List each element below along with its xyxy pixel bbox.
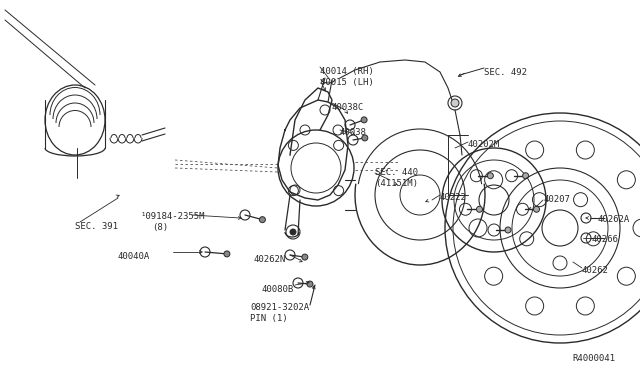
Circle shape xyxy=(302,254,308,260)
Text: SEC. 391: SEC. 391 xyxy=(75,222,118,231)
Text: 40207: 40207 xyxy=(543,195,570,204)
Text: 40266: 40266 xyxy=(591,235,618,244)
Text: 40014 (RH): 40014 (RH) xyxy=(320,67,374,76)
Text: 40015 (LH): 40015 (LH) xyxy=(320,78,374,87)
Circle shape xyxy=(451,99,459,107)
Circle shape xyxy=(290,229,296,235)
Text: R4000041: R4000041 xyxy=(572,354,615,363)
Circle shape xyxy=(523,173,529,179)
Text: PIN (1): PIN (1) xyxy=(250,314,287,323)
Text: 40262N: 40262N xyxy=(254,255,286,264)
Circle shape xyxy=(534,206,540,212)
Text: 40080B: 40080B xyxy=(261,285,293,294)
Text: ¹09184-2355M: ¹09184-2355M xyxy=(140,212,205,221)
Text: (8): (8) xyxy=(152,223,168,232)
Text: 40040A: 40040A xyxy=(118,252,150,261)
Circle shape xyxy=(307,281,313,287)
Text: SEC. 440: SEC. 440 xyxy=(375,168,418,177)
Circle shape xyxy=(259,217,266,223)
Text: SEC. 492: SEC. 492 xyxy=(484,68,527,77)
Circle shape xyxy=(224,251,230,257)
Text: 40262: 40262 xyxy=(582,266,609,275)
Circle shape xyxy=(505,227,511,233)
Text: 40038C: 40038C xyxy=(332,103,364,112)
Text: 40038: 40038 xyxy=(340,128,367,137)
Circle shape xyxy=(476,206,483,212)
Text: 40262A: 40262A xyxy=(598,215,630,224)
Circle shape xyxy=(488,173,493,179)
Text: 40222: 40222 xyxy=(440,193,467,202)
Text: 40202M: 40202M xyxy=(468,140,500,149)
Text: (41151M): (41151M) xyxy=(375,179,418,188)
Circle shape xyxy=(361,117,367,123)
Text: 08921-3202A: 08921-3202A xyxy=(250,303,309,312)
Circle shape xyxy=(362,135,368,141)
